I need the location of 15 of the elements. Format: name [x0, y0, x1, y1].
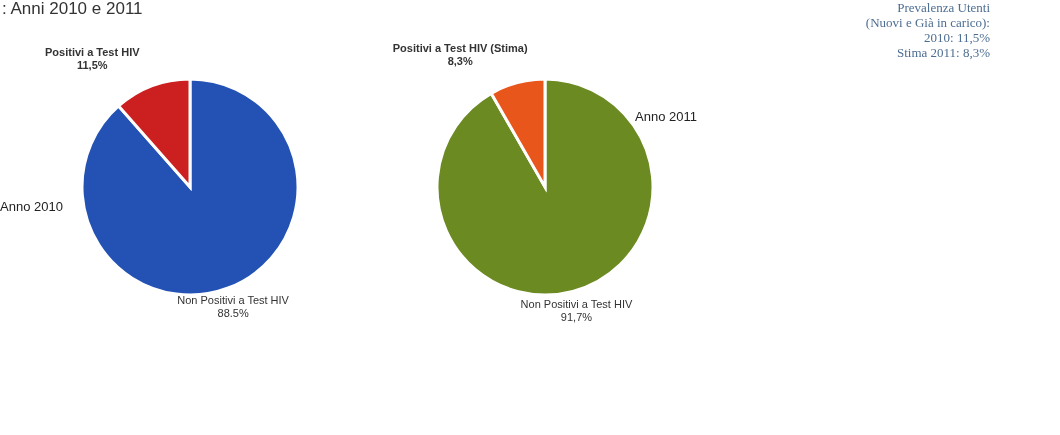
- slice-label: Positivi a Test HIV: [45, 45, 141, 58]
- data-label: 8,3%: [447, 54, 473, 67]
- data-label: 11,5%: [76, 58, 108, 71]
- text: Anno 2011: [635, 109, 697, 124]
- data-label: 88.5%: [217, 307, 249, 320]
- pie-slice: [80, 77, 300, 297]
- text: Anno 2010: [0, 199, 63, 214]
- slice-label: Non Positivi a Test HIV: [177, 294, 290, 307]
- text: Prevalenza Utenti (Nuovi e Già in carico):: [864, 0, 990, 30]
- slice-label: Non Positivi a Test HIV: [520, 297, 633, 310]
- text: 2010: 11,5%: [923, 30, 990, 45]
- slice-label: Positivi a Test HIV (Stima): [392, 41, 528, 54]
- text: Stima 2011: 8,3%: [895, 45, 990, 60]
- data-label: 91,7%: [560, 310, 593, 323]
- text: : Anni 2010 e 2011: [1, 0, 144, 20]
